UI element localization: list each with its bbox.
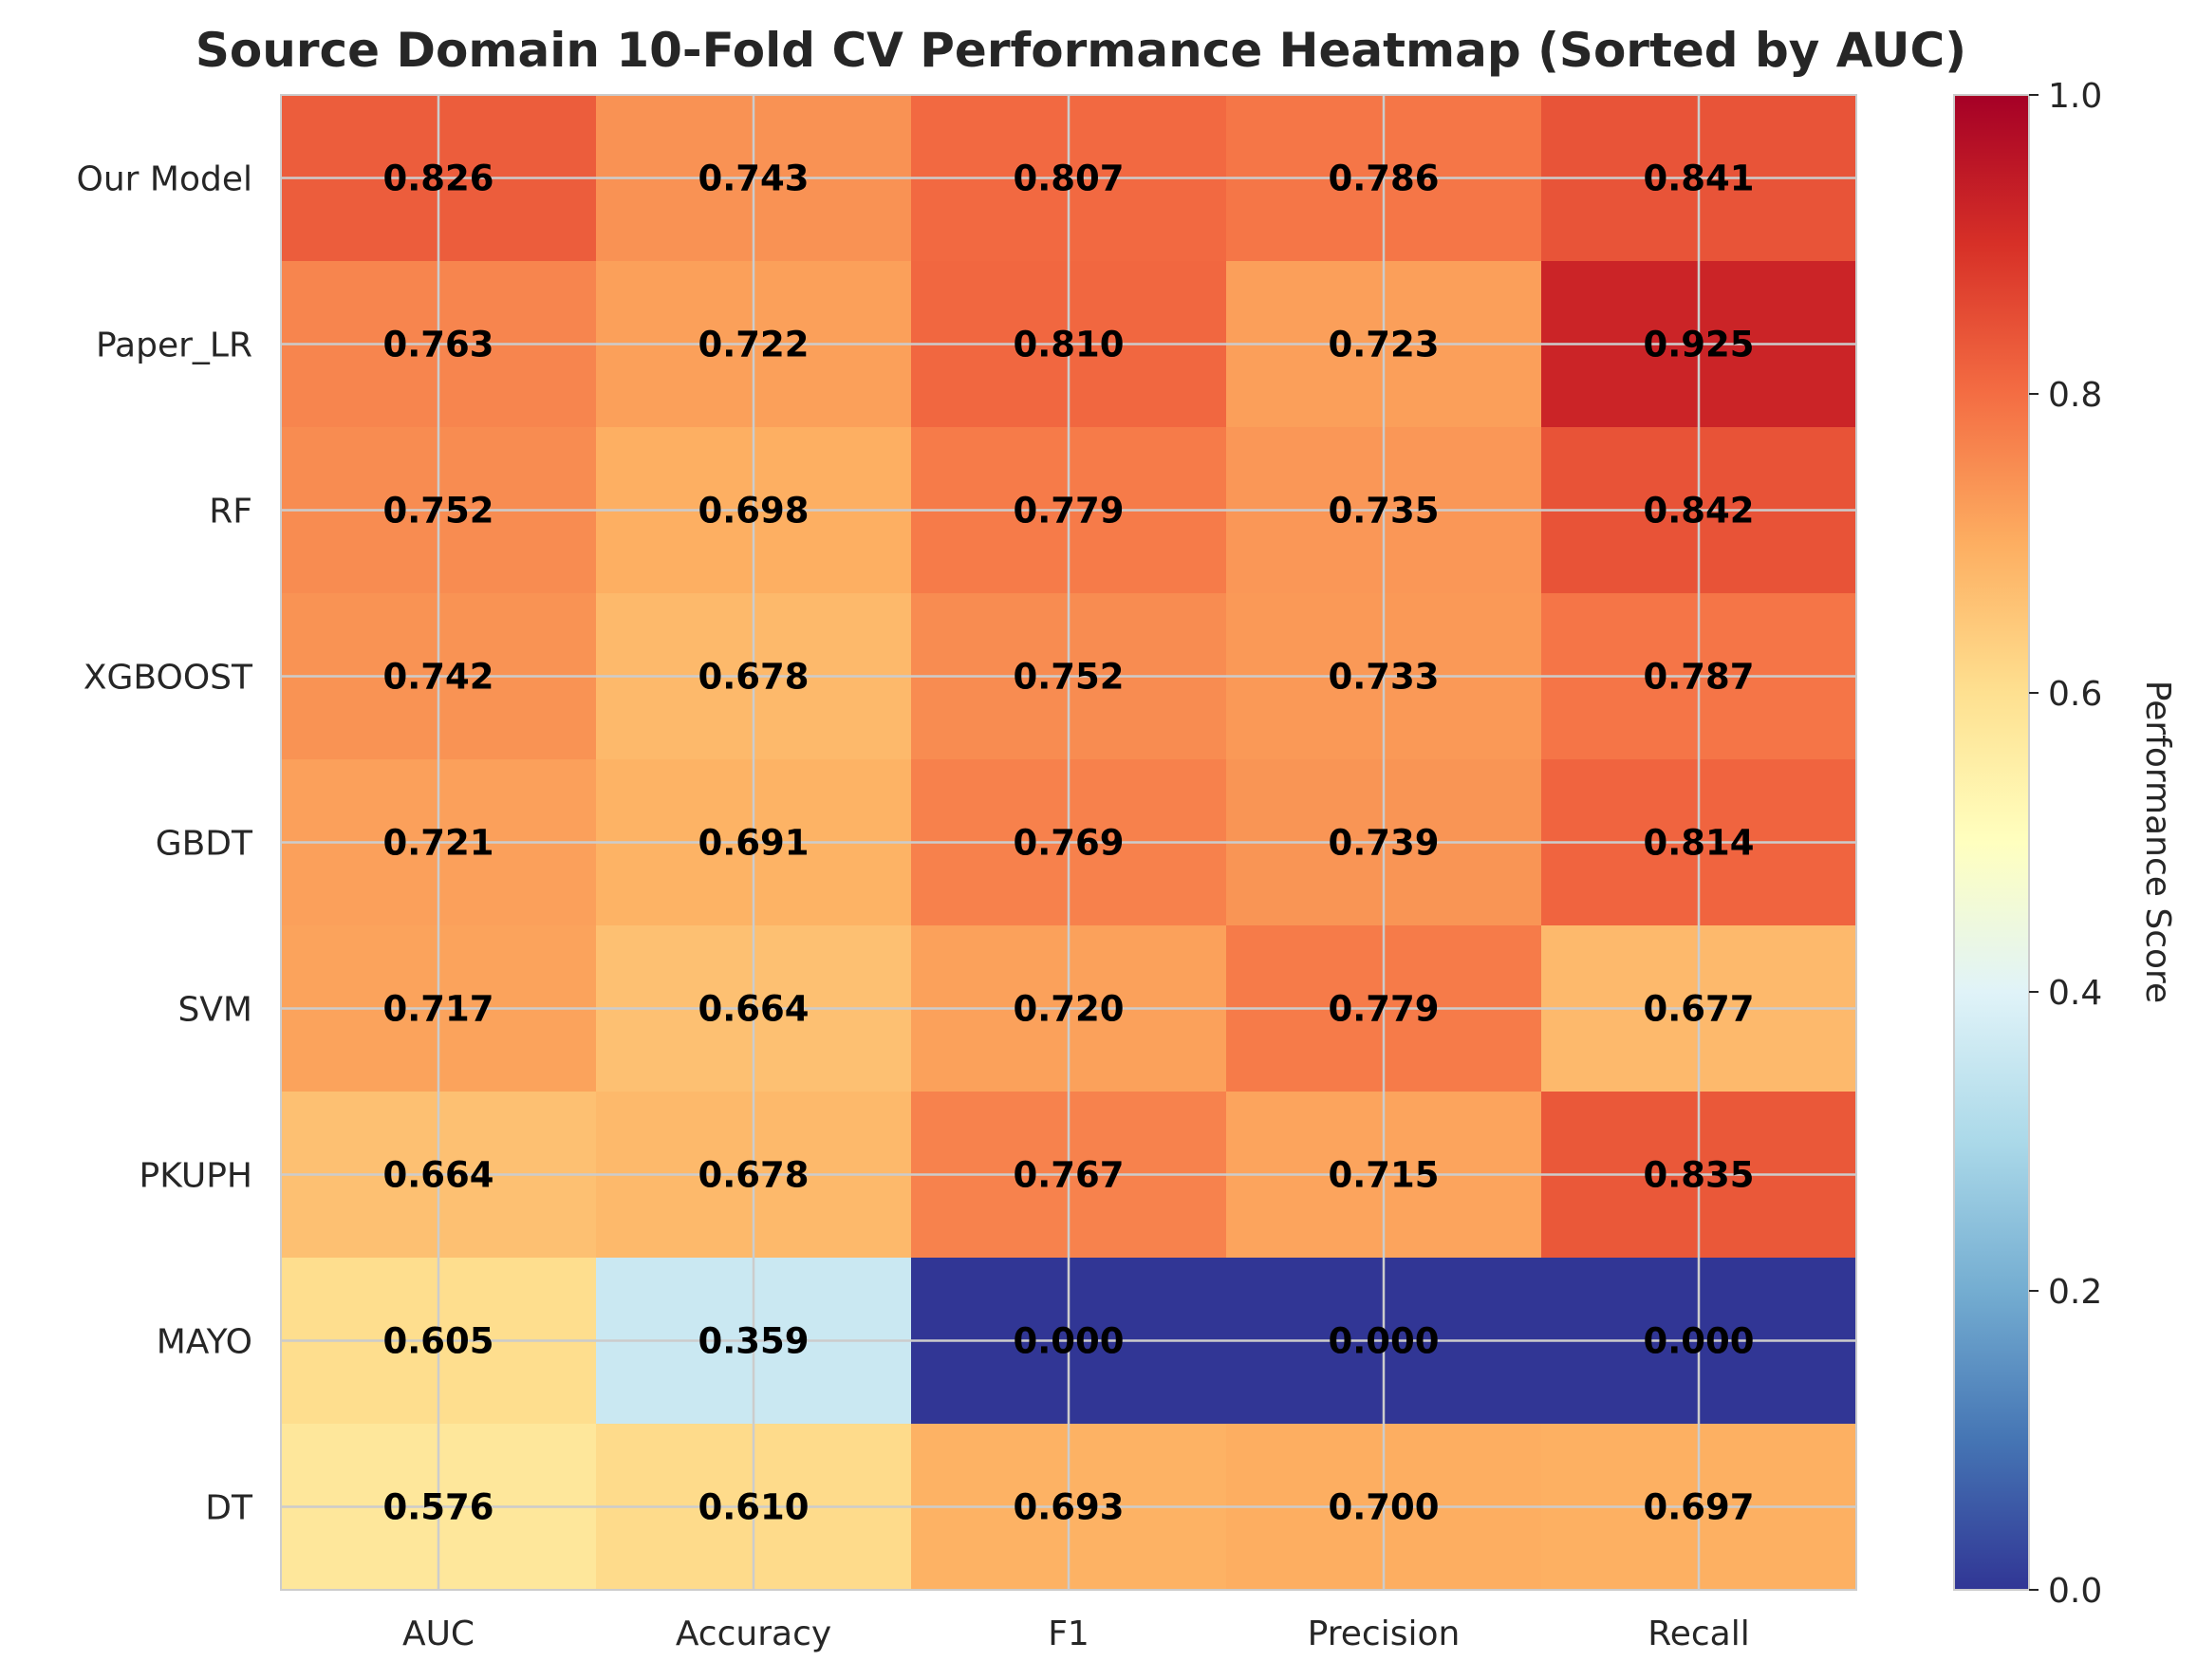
cell-value-label: 0.722 [698, 325, 809, 365]
x-tick-label: F1 [1048, 1615, 1089, 1653]
y-tick-label: GBDT [156, 825, 253, 864]
y-tick-label: PKUPH [140, 1157, 252, 1196]
cell-value-label: 0.752 [382, 491, 493, 532]
y-tick-label: SVM [177, 991, 252, 1030]
x-tick-label: Precision [1308, 1615, 1461, 1653]
cell-value-label: 0.576 [382, 1487, 493, 1528]
cell-value-label: 0.752 [1013, 657, 1124, 698]
colorbar-tick-label: 0.8 [2048, 376, 2102, 415]
cell-value-label: 0.743 [698, 159, 809, 199]
y-tick-label: XGBOOST [84, 659, 253, 698]
cell-value-label: 0.697 [1643, 1487, 1754, 1528]
cell-labels: 0.826 0.743 0.807 0.786 0.841 0.763 0.722 0.810… [382, 159, 1754, 1528]
cell-value-label: 0.717 [382, 989, 493, 1030]
cell-value-label: 0.715 [1328, 1155, 1439, 1196]
gridlines [281, 95, 1856, 1590]
cell-value-label: 0.700 [1328, 1487, 1439, 1528]
colorbar-tick-label: 0.2 [2048, 1273, 2102, 1312]
y-tick-label: Paper_LR [96, 327, 252, 365]
colorbar-label: Performance Score [2138, 681, 2177, 1003]
cell-value-label: 0.763 [382, 325, 493, 365]
cell-value-label: 0.693 [1013, 1487, 1124, 1528]
y-tick-label: DT [205, 1489, 253, 1528]
cell-value-label: 0.359 [698, 1321, 809, 1362]
cell-value-label: 0.733 [1328, 657, 1439, 698]
plot-frame [280, 94, 1857, 1591]
cell-value-label: 0.742 [382, 657, 493, 698]
cell-value-label: 0.735 [1328, 491, 1439, 532]
y-axis-ticks: Our Model Paper_LR RF XGBOOST GBDT SVM PKUPH MA… [77, 160, 253, 1528]
y-tick-label: RF [209, 493, 252, 532]
cell-value-label: 0.698 [698, 491, 809, 532]
colorbar-gradient [1953, 94, 2030, 1591]
colorbar-tick-label: 0.4 [2048, 974, 2102, 1013]
cell-value-label: 0.605 [382, 1321, 493, 1362]
cell-value-label: 0.739 [1328, 823, 1439, 864]
cell-value-label: 0.677 [1643, 989, 1754, 1030]
colorbar-tick-label: 0.0 [2048, 1572, 2102, 1611]
cell-value-label: 0.826 [382, 159, 493, 199]
cell-value-label: 0.779 [1013, 491, 1124, 532]
y-tick-label: MAYO [157, 1323, 252, 1362]
cell-value-label: 0.841 [1643, 159, 1754, 199]
cell-value-label: 0.842 [1643, 491, 1754, 532]
x-tick-label: AUC [402, 1615, 475, 1653]
cell-value-label: 0.767 [1013, 1155, 1124, 1196]
cell-value-label: 0.000 [1643, 1321, 1754, 1362]
colorbar-tick-label: 1.0 [2048, 77, 2102, 116]
chart-title: Source Domain 10-Fold CV Performance Hea… [195, 23, 1966, 78]
cell-value-label: 0.787 [1643, 657, 1754, 698]
cell-value-label: 0.807 [1013, 159, 1124, 199]
x-tick-label: Accuracy [676, 1615, 831, 1653]
x-tick-label: Recall [1648, 1615, 1749, 1653]
cell-value-label: 0.664 [382, 1155, 493, 1196]
cell-value-label: 0.925 [1643, 325, 1754, 365]
cell-value-label: 0.000 [1013, 1321, 1124, 1362]
y-tick-label: Our Model [77, 160, 252, 199]
cell-value-label: 0.678 [698, 657, 809, 698]
colorbar-ticks: 0.0 0.2 0.4 0.6 0.8 1.0 [2029, 77, 2102, 1611]
cell-value-label: 0.810 [1013, 325, 1124, 365]
cell-value-label: 0.720 [1013, 989, 1124, 1030]
cell-value-label: 0.000 [1328, 1321, 1439, 1362]
cell-value-label: 0.723 [1328, 325, 1439, 365]
cell-value-label: 0.721 [382, 823, 493, 864]
cell-value-label: 0.769 [1013, 823, 1124, 864]
cell-value-label: 0.678 [698, 1155, 809, 1196]
colorbar: 0.0 0.2 0.4 0.6 0.8 1.0 Performance Score [1953, 77, 2177, 1611]
cell-value-label: 0.664 [698, 989, 809, 1030]
cell-value-label: 0.610 [698, 1487, 809, 1528]
cell-value-label: 0.814 [1643, 823, 1754, 864]
colorbar-tick-label: 0.6 [2048, 675, 2102, 714]
cell-value-label: 0.779 [1328, 989, 1439, 1030]
cell-value-label: 0.691 [698, 823, 809, 864]
cell-value-label: 0.835 [1643, 1155, 1754, 1196]
x-axis-ticks: AUC Accuracy F1 Precision Recall [402, 1615, 1750, 1653]
cell-value-label: 0.786 [1328, 159, 1439, 199]
